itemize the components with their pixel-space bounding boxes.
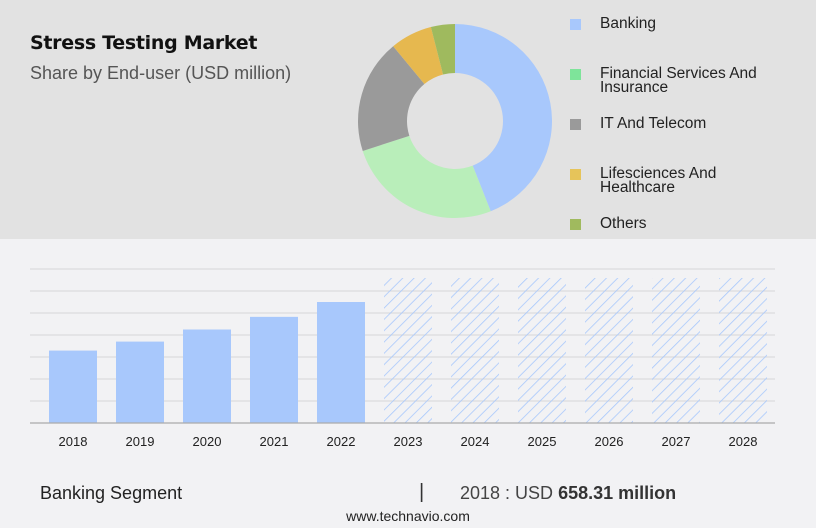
- segment-label: Banking Segment: [40, 483, 183, 503]
- donut-slice: [362, 135, 491, 218]
- x-tick-label: 2025: [528, 434, 557, 449]
- legend-swatch-icon: [570, 219, 581, 230]
- bars: [49, 278, 767, 423]
- bar-chart: 2018 2019 2020 2021 2022 2023 2024 2025 2026 2027…: [30, 268, 775, 449]
- source-url: www.technavio.com: [346, 508, 470, 524]
- legend-item-it-telecom: IT And Telecom: [570, 114, 790, 131]
- legend-item-banking: Banking: [570, 14, 790, 31]
- bar-2023: [384, 278, 432, 423]
- bar-2026: [585, 278, 633, 423]
- legend-swatch-icon: [570, 19, 581, 30]
- legend-item-lifesciences: Lifesciences And Healthcare: [570, 164, 790, 195]
- separator: |: [419, 481, 425, 503]
- legend-swatch-icon: [570, 69, 581, 80]
- bar-2028: [719, 278, 767, 423]
- bar-2027: [652, 278, 700, 423]
- x-tick-label: 2022: [327, 434, 356, 449]
- bar-2024: [451, 278, 499, 423]
- legend-swatch-icon: [570, 119, 581, 130]
- segment-value: 2018 : USD 658.31 million: [460, 483, 677, 503]
- bar-2019: [116, 341, 164, 423]
- x-tick-label: 2027: [662, 434, 691, 449]
- x-tick-label: 2024: [461, 434, 490, 449]
- bar-2021: [250, 316, 298, 423]
- bar-2022: [317, 302, 365, 423]
- bar-2025: [518, 278, 566, 423]
- chart-title: Stress Testing Market: [30, 32, 258, 54]
- x-tick-label: 2019: [126, 434, 155, 449]
- bar-2020: [183, 329, 231, 423]
- x-tick-label: 2020: [193, 434, 222, 449]
- legend-swatch-icon: [570, 169, 581, 180]
- bar-2018: [49, 350, 97, 423]
- header-panel: Stress Testing Market Share by End-user …: [0, 0, 816, 239]
- legend-item-others: Others: [570, 214, 790, 231]
- chart-subtitle: Share by End-user (USD million): [30, 63, 292, 83]
- x-axis-labels: 2018 2019 2020 2021 2022 2023 2024 2025 2026 2027…: [59, 434, 758, 449]
- x-tick-label: 2021: [260, 434, 289, 449]
- donut-slice: [455, 24, 552, 212]
- x-tick-label: 2026: [595, 434, 624, 449]
- legend-item-financial-services: Financial Services And Insurance: [570, 64, 790, 95]
- donut-slice: [358, 46, 425, 151]
- x-tick-label: 2023: [394, 434, 423, 449]
- x-tick-label: 2028: [729, 434, 758, 449]
- donut-chart: [358, 24, 552, 218]
- donut-slice: [430, 24, 455, 75]
- x-tick-label: 2018: [59, 434, 88, 449]
- donut-slice: [393, 27, 444, 85]
